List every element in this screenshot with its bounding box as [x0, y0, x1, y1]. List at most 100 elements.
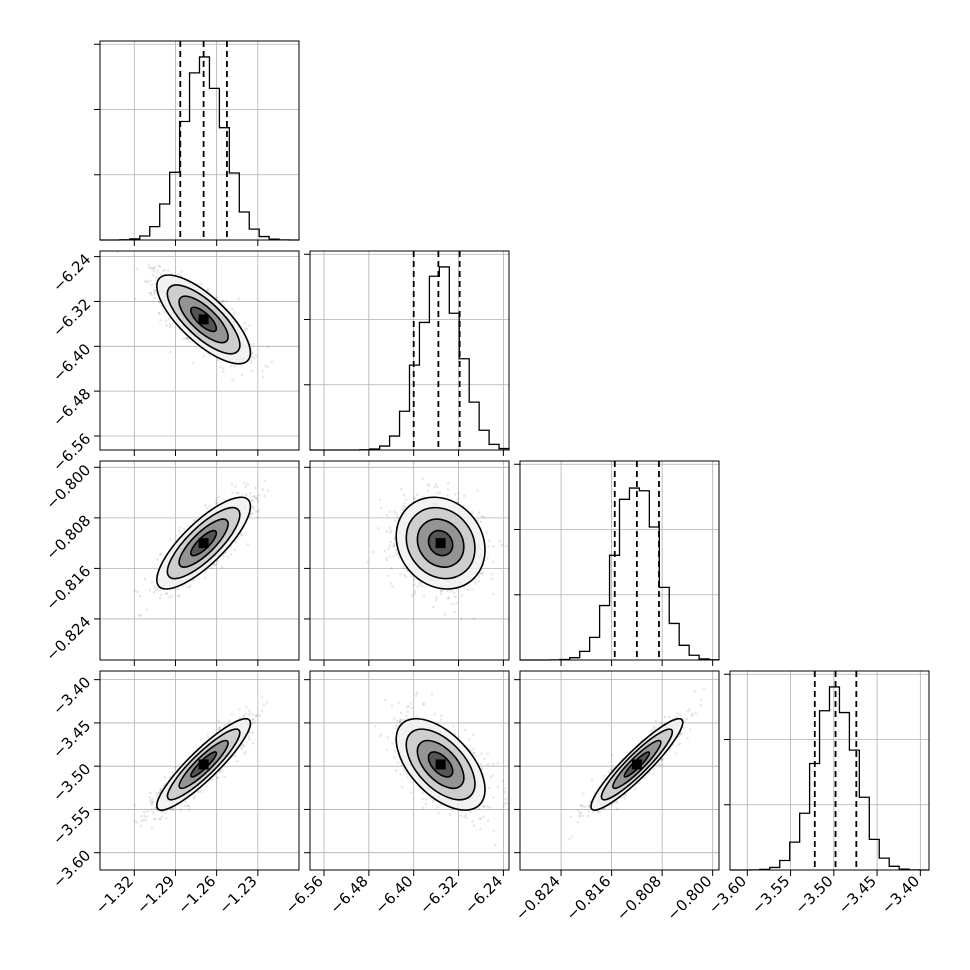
scatter-point	[139, 824, 143, 828]
contour-line-0	[395, 496, 486, 590]
scatter-point	[149, 267, 153, 270]
scatter-point	[158, 596, 162, 600]
scatter-point	[163, 776, 167, 779]
scatter-point	[416, 585, 420, 588]
scatter-point	[404, 575, 408, 579]
scatter-point	[163, 268, 167, 272]
scatter-point	[252, 495, 256, 498]
scatter-point	[206, 287, 209, 291]
scatter-point	[446, 488, 450, 491]
scatter-point	[254, 486, 257, 490]
scatter-point	[263, 479, 267, 483]
scatter-point	[385, 559, 389, 562]
scatter-point	[150, 581, 154, 584]
scatter-point	[418, 582, 422, 586]
contour-line-2	[178, 518, 229, 568]
contour-line-0	[156, 496, 252, 590]
scatter-point	[116, 251, 119, 254]
scatter-point	[231, 378, 234, 382]
scatter-point	[477, 511, 481, 514]
scatter-point	[151, 273, 155, 277]
scatter-point	[157, 300, 161, 304]
scatter-point	[426, 489, 430, 493]
scatter-point	[184, 800, 188, 803]
scatter-point	[252, 742, 255, 745]
scatter-point	[207, 289, 210, 293]
scatter-point	[150, 283, 153, 287]
scatter-point	[135, 267, 139, 271]
scatter-point	[256, 516, 259, 519]
scatter-point	[153, 265, 157, 269]
scatter-point	[240, 748, 244, 751]
scatter-point	[249, 495, 253, 498]
scatter-point	[434, 483, 438, 487]
scatter-point	[150, 826, 154, 830]
scatter-point	[192, 519, 196, 522]
scatter-point	[176, 587, 180, 591]
scatter-point	[249, 711, 252, 715]
scatter-point	[200, 790, 203, 793]
contour-line-2	[416, 518, 465, 568]
scatter-point	[152, 289, 156, 292]
scatter-point	[378, 498, 382, 501]
scatter-point	[255, 496, 258, 500]
scatter-point	[154, 817, 158, 820]
scatter-point	[177, 594, 181, 597]
scatter-point	[215, 501, 219, 505]
scatter-point	[254, 510, 258, 513]
scatter-point	[395, 512, 398, 515]
scatter-point	[135, 821, 139, 824]
scatter-point	[163, 311, 166, 314]
scatter-point	[145, 608, 148, 611]
scatter-point	[160, 815, 164, 818]
scatter-point	[159, 817, 162, 821]
scatter-point	[160, 593, 163, 596]
scatter-point	[154, 276, 158, 279]
scatter-point	[168, 323, 172, 327]
scatter-point	[412, 583, 416, 587]
scatter-point	[170, 594, 174, 598]
density-3-0	[133, 695, 269, 830]
density-peak	[198, 538, 209, 549]
scatter-point	[210, 566, 213, 570]
scatter-point	[470, 511, 474, 514]
scatter-point	[480, 571, 484, 575]
scatter-point	[138, 594, 142, 598]
scatter-point	[164, 319, 168, 323]
scatter-point	[451, 602, 454, 606]
scatter-point	[410, 574, 413, 578]
scatter-point	[460, 594, 463, 597]
scatter-point	[215, 498, 218, 502]
scatter-point	[446, 596, 450, 600]
scatter-point	[385, 556, 388, 560]
scatter-point	[245, 493, 248, 497]
scatter-point	[402, 493, 406, 497]
scatter-point	[204, 504, 207, 507]
scatter-point	[217, 559, 220, 563]
scatter-point	[457, 497, 460, 501]
scatter-point	[393, 537, 397, 541]
scatter-point	[485, 531, 489, 534]
scatter-point	[189, 584, 192, 587]
scatter-point	[219, 365, 222, 369]
scatter-point	[254, 497, 258, 500]
scatter-point	[213, 563, 216, 567]
scatter-point	[231, 307, 234, 311]
scatter-point	[190, 579, 194, 583]
scatter-point	[177, 272, 180, 276]
histogram-1	[310, 266, 510, 451]
scatter-point	[160, 810, 164, 814]
scatter-point	[154, 291, 157, 294]
scatter-point	[252, 342, 255, 346]
scatter-point	[421, 477, 424, 480]
scatter-point	[133, 297, 137, 301]
scatter-point	[487, 545, 490, 548]
scatter-point	[205, 506, 209, 510]
scatter-point	[454, 595, 457, 598]
scatter-point	[393, 542, 396, 545]
scatter-point	[457, 492, 460, 495]
panel-frame-2-1	[309, 460, 510, 661]
scatter-point	[158, 589, 161, 592]
scatter-point	[438, 491, 442, 495]
